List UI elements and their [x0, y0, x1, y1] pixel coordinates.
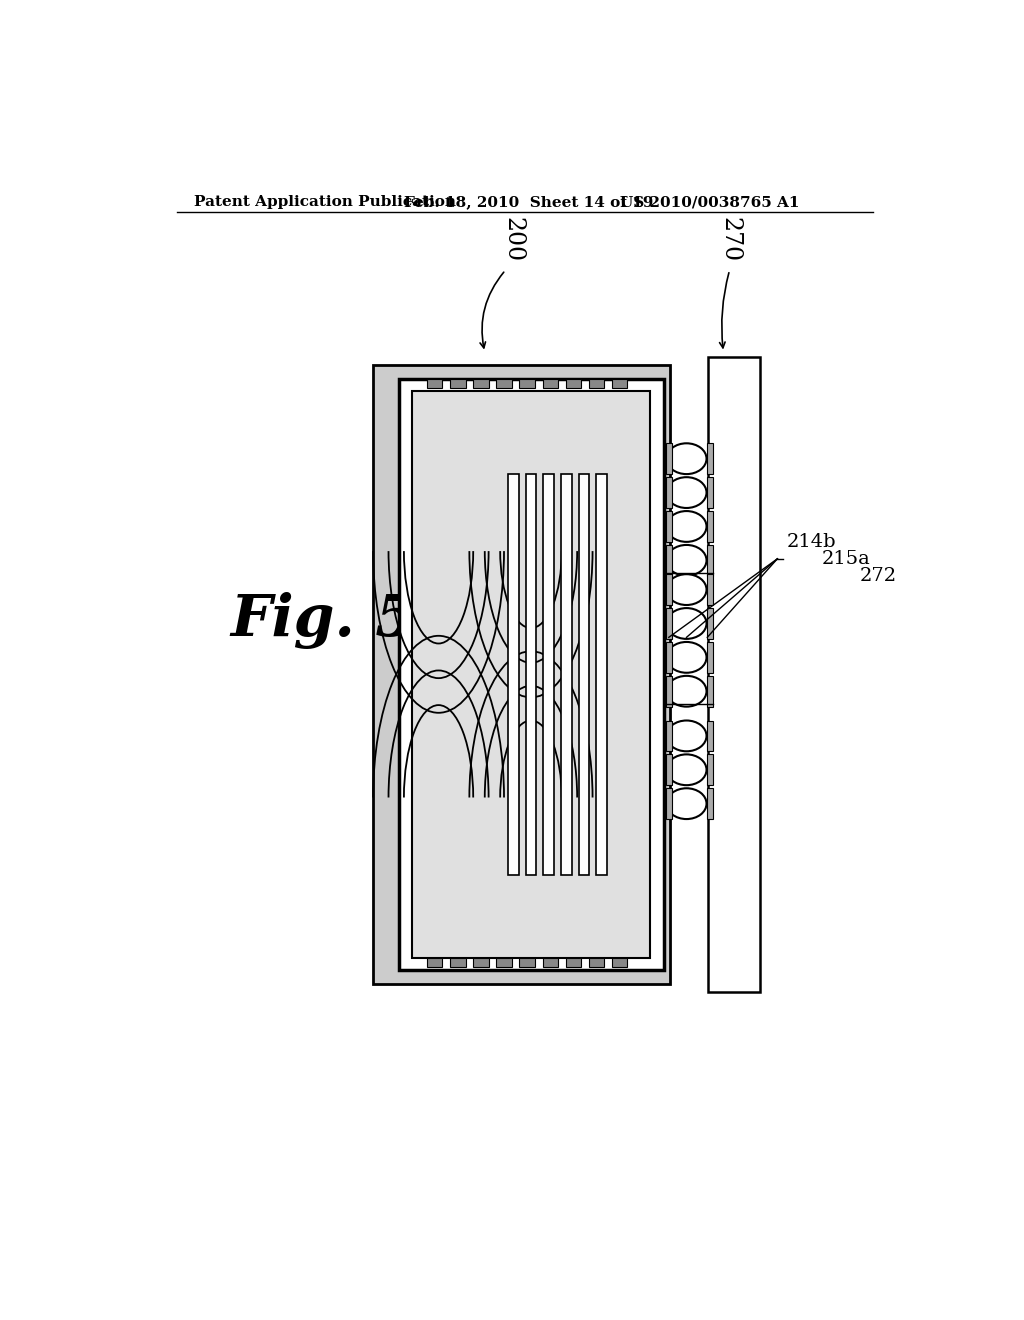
Bar	[412, 391, 650, 958]
Text: 270: 270	[718, 218, 741, 263]
Bar	[565, 958, 581, 966]
Bar	[707, 642, 713, 673]
Bar	[666, 444, 672, 474]
Text: Fig. 5D: Fig. 5D	[230, 591, 467, 649]
Text: US 2010/0038765 A1: US 2010/0038765 A1	[620, 195, 799, 210]
Bar	[497, 379, 512, 388]
Ellipse shape	[667, 609, 707, 639]
Bar	[611, 379, 628, 388]
Bar	[497, 958, 512, 966]
Bar	[427, 379, 442, 388]
Bar	[543, 958, 558, 966]
Bar	[525, 474, 537, 875]
Bar	[579, 474, 590, 875]
Bar	[596, 474, 607, 875]
Bar	[708, 358, 761, 991]
Bar	[707, 676, 713, 706]
Text: 200: 200	[502, 218, 524, 263]
Bar	[508, 474, 518, 875]
Bar	[543, 379, 558, 388]
Bar	[611, 958, 628, 966]
Bar	[473, 958, 488, 966]
Bar	[427, 958, 442, 966]
Bar	[707, 721, 713, 751]
Ellipse shape	[667, 721, 707, 751]
Text: 214b: 214b	[786, 533, 837, 550]
Bar	[666, 478, 672, 508]
Bar	[666, 642, 672, 673]
Bar	[707, 609, 713, 639]
Ellipse shape	[667, 444, 707, 474]
Ellipse shape	[667, 511, 707, 541]
Bar	[707, 545, 713, 576]
Bar	[707, 755, 713, 785]
Bar	[544, 474, 554, 875]
Text: 215a: 215a	[821, 550, 870, 568]
Bar	[707, 574, 713, 605]
Ellipse shape	[667, 642, 707, 673]
Ellipse shape	[667, 676, 707, 706]
Bar	[666, 721, 672, 751]
Ellipse shape	[667, 478, 707, 508]
Bar	[666, 676, 672, 706]
Bar	[707, 788, 713, 818]
Bar	[589, 379, 604, 388]
Ellipse shape	[667, 755, 707, 785]
Bar	[519, 958, 535, 966]
Bar	[565, 379, 581, 388]
Bar	[561, 474, 571, 875]
Bar	[666, 545, 672, 576]
Bar	[398, 379, 665, 970]
Text: Feb. 18, 2010  Sheet 14 of 19: Feb. 18, 2010 Sheet 14 of 19	[403, 195, 653, 210]
Bar	[666, 574, 672, 605]
Bar	[373, 364, 670, 983]
Text: 272: 272	[860, 566, 897, 585]
Bar	[666, 788, 672, 818]
Bar	[707, 478, 713, 508]
Bar	[589, 958, 604, 966]
Ellipse shape	[667, 574, 707, 605]
Bar	[666, 511, 672, 543]
Text: Patent Application Publication: Patent Application Publication	[194, 195, 456, 210]
Ellipse shape	[667, 545, 707, 576]
Bar	[707, 511, 713, 543]
Bar	[666, 755, 672, 785]
Bar	[451, 958, 466, 966]
Bar	[666, 609, 672, 639]
Bar	[707, 444, 713, 474]
Bar	[473, 379, 488, 388]
Bar	[451, 379, 466, 388]
Ellipse shape	[667, 788, 707, 818]
Bar	[519, 379, 535, 388]
